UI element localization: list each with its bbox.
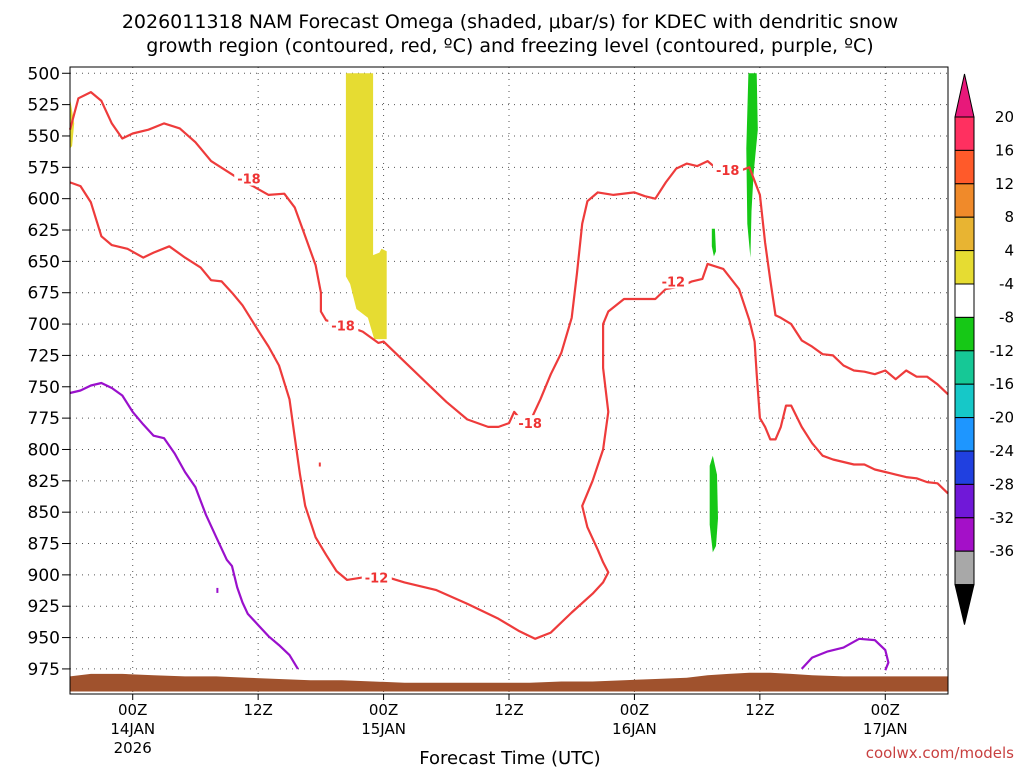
colorbar-swatch xyxy=(954,116,975,151)
colorbar-arrow-bottom xyxy=(954,584,975,625)
x-tick-label: 12Z xyxy=(745,701,774,719)
stray-freezing-dot xyxy=(216,587,219,593)
y-tick-label: 600 xyxy=(28,190,60,210)
colorbar-swatch xyxy=(954,517,975,552)
chart-title-line1: 2026011318 NAM Forecast Omega (shaded, μ… xyxy=(122,11,898,33)
y-tick-label: 775 xyxy=(28,409,60,429)
x-tick-label: 00Z xyxy=(620,701,649,719)
colorbar-swatch xyxy=(954,216,975,252)
y-tick-label: 900 xyxy=(28,566,60,586)
terrain-ground xyxy=(70,672,948,692)
colorbar-label: 4 xyxy=(1004,242,1014,260)
plot-frame xyxy=(69,66,949,695)
x-tick-label: 00Z xyxy=(118,701,147,719)
colorbar-swatch xyxy=(954,483,975,519)
contour-label: -12 xyxy=(365,571,389,586)
y-tick-label: 800 xyxy=(28,440,60,460)
plot-area: -18 -18 -18 -18 -12 -12 xyxy=(68,66,949,695)
x-tick-date: 17JAN xyxy=(863,720,908,738)
x-tick-label: 00Z xyxy=(871,701,900,719)
y-tick-label: 725 xyxy=(28,346,60,366)
colorbar-swatch xyxy=(954,550,975,586)
chart-title-line2: growth region (contoured, red, ºC) and f… xyxy=(146,35,873,57)
freezing-contour-2 xyxy=(800,637,890,671)
contour-label-bg xyxy=(234,170,265,186)
x-tick-date: 15JAN xyxy=(361,720,406,738)
y-tick-label: 650 xyxy=(28,252,60,272)
y-tick-label: 825 xyxy=(28,472,60,492)
omega-region-sinking-lower xyxy=(709,455,718,553)
omega-region-sinking-thin xyxy=(711,228,716,257)
colorbar-swatch xyxy=(954,250,975,285)
contour-label-bg xyxy=(515,415,546,431)
colorbar-label: -4 xyxy=(999,275,1014,293)
omega-region-sinking-upper xyxy=(746,73,758,258)
colorbar-swatch xyxy=(954,283,975,318)
y-tick-label: 575 xyxy=(28,158,60,178)
colorbar-swatch xyxy=(954,417,975,452)
y-tick-label: 500 xyxy=(28,64,60,84)
contour-label: -18 xyxy=(518,417,542,432)
colorbar-swatch xyxy=(954,383,975,419)
x-tick-label: 00Z xyxy=(369,701,398,719)
x-tick-label: 12Z xyxy=(494,701,523,719)
stray-dgz-dot xyxy=(318,462,321,467)
y-tick-label: 550 xyxy=(28,127,60,147)
y-tick-label: 850 xyxy=(28,503,60,523)
y-tick-label: 625 xyxy=(28,221,60,241)
y-tick-label: 875 xyxy=(28,535,60,555)
contour-label-bg xyxy=(658,273,689,289)
y-axis-ticks: 500 525 550 575 600 625 650 675 700 725 750 775 800 8… xyxy=(28,64,70,680)
y-tick-label: 925 xyxy=(28,597,60,617)
colorbar-legend: 20 16 12 8 4 -4 -8 -12 -16 -20 -24 -28 -32 -36 xyxy=(954,73,1015,625)
colorbar-label: -36 xyxy=(990,542,1015,560)
colorbar-label: 8 xyxy=(1004,208,1014,226)
colorbar-label: -8 xyxy=(999,308,1014,326)
contour-label: -18 xyxy=(331,319,355,334)
y-tick-label: 750 xyxy=(28,378,60,398)
contour-label: -18 xyxy=(716,164,740,179)
colorbar-swatch xyxy=(954,149,975,185)
credit-text: coolwx.com/models xyxy=(866,744,1014,762)
x-tick-date: 14JAN xyxy=(110,720,155,738)
colorbar-label: -32 xyxy=(990,509,1015,527)
y-tick-label: 675 xyxy=(28,284,60,304)
y-tick-label: 700 xyxy=(28,315,60,335)
contour-label-bg xyxy=(712,161,743,177)
colorbar-swatch xyxy=(954,450,975,485)
colorbar-label: 16 xyxy=(995,141,1014,159)
colorbar-arrow-top xyxy=(954,73,975,118)
x-tick-year: 2026 xyxy=(114,739,152,757)
contour-label: -18 xyxy=(237,173,261,188)
colorbar-swatch xyxy=(954,183,975,218)
colorbar-label: 12 xyxy=(995,175,1014,193)
colorbar-label: -24 xyxy=(990,442,1015,460)
colorbar-swatch xyxy=(954,350,975,385)
omega-region-rising-upper xyxy=(345,73,387,340)
x-tick-date: 16JAN xyxy=(612,720,657,738)
contour-label: -12 xyxy=(662,275,686,290)
colorbar-swatch xyxy=(954,316,975,352)
colorbar-label: -16 xyxy=(990,375,1015,393)
contour-label-bg xyxy=(361,569,392,585)
colorbar-label: -12 xyxy=(990,342,1015,360)
x-tick-label: 12Z xyxy=(243,701,272,719)
colorbar-label: -20 xyxy=(990,409,1015,427)
freezing-contour-1 xyxy=(69,381,299,670)
contour-label-bg xyxy=(328,317,359,333)
colorbar-label: 20 xyxy=(995,108,1014,126)
y-tick-label: 950 xyxy=(28,629,60,649)
y-tick-label: 975 xyxy=(28,660,60,680)
x-axis-label: Forecast Time (UTC) xyxy=(419,748,600,768)
dgz-contour-minus12 xyxy=(69,181,949,640)
y-tick-label: 525 xyxy=(28,96,60,116)
colorbar-label: -28 xyxy=(990,475,1015,493)
